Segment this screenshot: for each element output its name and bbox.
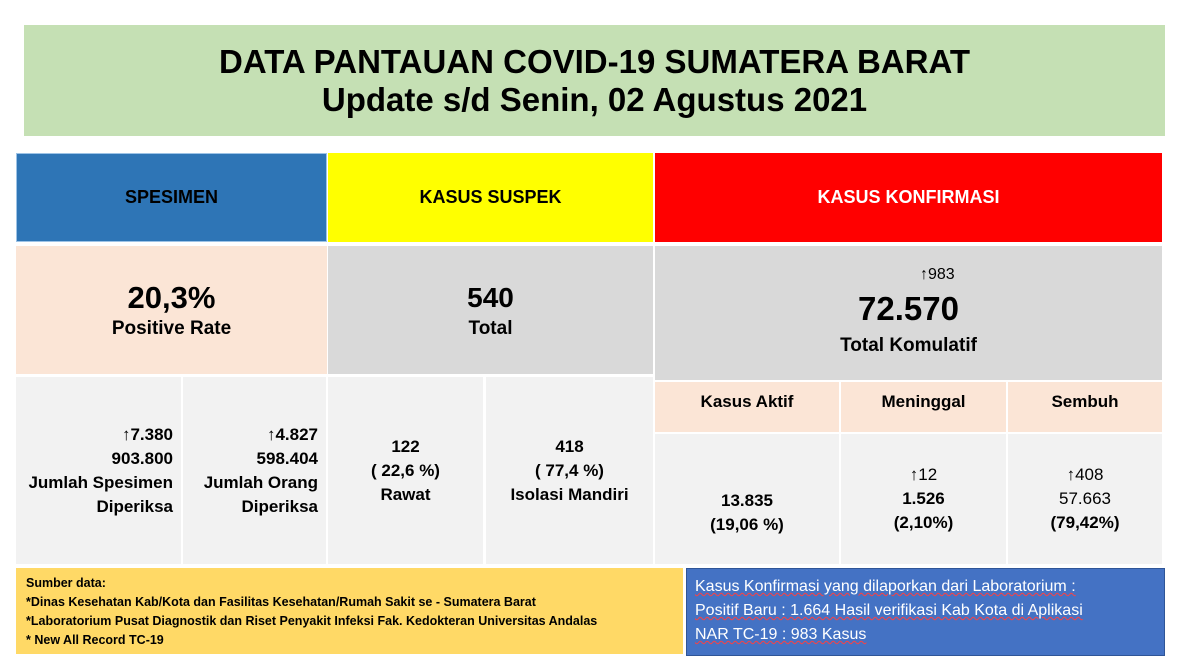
konfirmasi-header-label: KASUS KONFIRMASI (817, 187, 1000, 207)
jumlah-spesimen-label: Jumlah Spesimen (28, 472, 173, 492)
lab-note-panel: Kasus Konfirmasi yang dilaporkan dari La… (686, 568, 1165, 656)
jumlah-spesimen-increase: ↑7.380 (121, 424, 173, 444)
sources-panel: Sumber data: *Dinas Kesehatan Kab/Kota d… (16, 568, 683, 654)
kasus-aktif-cell: 13.835 (19,06 %) (655, 434, 839, 564)
sembuh-value: 57.663 (1059, 489, 1111, 508)
suspek-total-value: 540 (467, 282, 514, 313)
jumlah-spesimen-value: 903.800 (111, 448, 173, 468)
spesimen-header: SPESIMEN (16, 153, 327, 242)
source-item: *Laboratorium Pusat Diagnostik dan Riset… (26, 614, 598, 628)
positive-rate-panel: 20,3% Positive Rate (16, 246, 327, 374)
meninggal-cell: ↑12 1.526 (2,10%) (841, 434, 1006, 564)
kasus-aktif-percent: (19,06 %) (710, 515, 784, 534)
page-subtitle: Update s/d Senin, 02 Agustus 2021 (321, 80, 868, 118)
jumlah-spesimen-cell: ↑7.380 903.800 Jumlah Spesimen Diperiksa (16, 377, 181, 564)
meninggal-value: 1.526 (902, 489, 945, 508)
sembuh-percent: (79,42%) (1050, 513, 1120, 532)
source-item: *Dinas Kesehatan Kab/Kota dan Fasilitas … (26, 595, 536, 609)
sembuh-cell: ↑408 57.663 (79,42%) (1008, 434, 1162, 564)
konfirmasi-increase: ↑983 (920, 266, 955, 283)
page-title: DATA PANTAUAN COVID-19 SUMATERA BARAT (218, 42, 971, 80)
meninggal-increase: ↑12 (909, 465, 938, 484)
source-item: * New All Record TC-19 (26, 633, 164, 647)
meninggal-percent: (2,10%) (893, 513, 954, 532)
title-banner: DATA PANTAUAN COVID-19 SUMATERA BARAT Up… (24, 25, 1165, 136)
konfirmasi-total-label: Total Komulatif (840, 335, 977, 356)
suspek-total-panel: 540 Total (328, 246, 653, 374)
rawat-percent: ( 22,6 %) (371, 460, 440, 480)
sembuh-header: Sembuh (1008, 382, 1162, 432)
jumlah-orang-cell: ↑4.827 598.404 Jumlah Orang Diperiksa (183, 377, 326, 564)
rawat-value: 122 (391, 436, 420, 456)
jumlah-orang-label: Jumlah Orang (203, 472, 318, 492)
isolasi-percent: ( 77,4 %) (535, 460, 604, 480)
isolasi-label: Isolasi Mandiri (510, 484, 629, 504)
jumlah-orang-increase: ↑4.827 (266, 424, 318, 444)
konfirmasi-header: KASUS KONFIRMASI (655, 153, 1162, 242)
lab-note-line-2: Positif Baru : 1.664 Hasil verifikasi Ka… (695, 602, 1083, 619)
jumlah-orang-value: 598.404 (256, 448, 318, 468)
kasus-aktif-value: 13.835 (721, 491, 773, 510)
jumlah-orang-label-2: Diperiksa (241, 496, 318, 516)
positive-rate-value: 20,3% (127, 280, 216, 315)
konfirmasi-total-panel (655, 246, 1162, 380)
isolasi-value: 418 (555, 436, 584, 456)
positive-rate-label: Positive Rate (111, 318, 232, 339)
lab-note-line-3: NAR TC-19 : 983 Kasus (695, 626, 867, 643)
rawat-cell: 122 ( 22,6 %) Rawat (328, 377, 483, 564)
lab-note-line-1: Kasus Konfirmasi yang dilaporkan dari La… (695, 578, 1076, 595)
sembuh-increase: ↑408 (1066, 465, 1104, 484)
isolasi-cell: 418 ( 77,4 %) Isolasi Mandiri (486, 377, 653, 564)
suspek-header: KASUS SUSPEK (328, 153, 653, 242)
suspek-header-label: KASUS SUSPEK (419, 187, 562, 207)
jumlah-spesimen-label-2: Diperiksa (96, 496, 173, 516)
konfirmasi-total-value: 72.570 (858, 290, 959, 327)
meninggal-header: Meninggal (841, 382, 1006, 432)
rawat-label: Rawat (380, 484, 431, 504)
spesimen-header-label: SPESIMEN (124, 187, 219, 207)
suspek-total-label: Total (468, 318, 513, 339)
sources-heading: Sumber data: (26, 576, 106, 590)
kasus-aktif-header: Kasus Aktif (655, 382, 839, 432)
